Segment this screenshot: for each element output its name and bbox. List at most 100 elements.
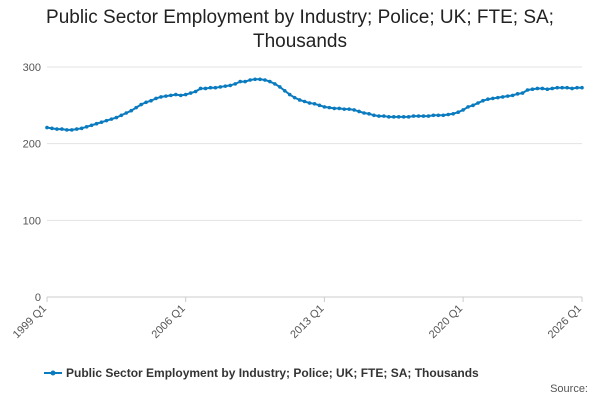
point [495, 95, 500, 100]
point [312, 102, 317, 106]
point [94, 121, 99, 126]
y-tick-label: 300 [23, 62, 41, 74]
point [520, 91, 525, 95]
point [84, 125, 89, 129]
point [164, 94, 168, 98]
point [565, 85, 569, 90]
legend-label: Public Sector Employment by Industry; Po… [66, 366, 479, 380]
point [535, 86, 540, 91]
point [238, 79, 242, 84]
point [481, 98, 485, 103]
point [213, 85, 218, 90]
legend-marker [50, 370, 56, 376]
point [203, 86, 208, 91]
point [243, 79, 247, 84]
x-tick-label: 1999 Q1 [11, 303, 49, 341]
point [372, 113, 376, 118]
point [114, 115, 119, 120]
x-tick-label: 2020 Q1 [427, 303, 465, 341]
point [134, 105, 138, 110]
point [515, 92, 520, 96]
point [322, 105, 327, 109]
point [99, 120, 104, 124]
point [471, 103, 475, 108]
point [337, 106, 342, 111]
point [466, 105, 470, 109]
x-tick-label: 2013 Q1 [288, 303, 326, 341]
point [391, 115, 396, 119]
point [60, 127, 64, 131]
point [79, 126, 84, 131]
point [377, 114, 381, 118]
point [258, 77, 262, 82]
point [45, 125, 49, 130]
point [421, 114, 426, 118]
point [218, 85, 223, 89]
point [387, 115, 391, 119]
source: Source: [550, 383, 588, 395]
point [525, 88, 530, 92]
point [74, 127, 79, 131]
point [357, 109, 361, 114]
point [55, 127, 59, 131]
point [233, 82, 238, 86]
point [367, 111, 371, 116]
point [139, 102, 143, 107]
point [223, 84, 228, 88]
point [352, 108, 356, 112]
point [198, 86, 203, 91]
point [228, 83, 233, 88]
point [278, 85, 282, 89]
point [362, 111, 366, 115]
point [104, 118, 109, 123]
x-tick-label: 2006 Q1 [149, 303, 187, 341]
point [178, 93, 183, 98]
point [530, 87, 535, 92]
point [416, 114, 421, 118]
y-tick-label: 0 [35, 292, 41, 304]
chart-title: Public Sector Employment by Industry; Po… [46, 7, 554, 52]
point [149, 98, 153, 103]
point [580, 85, 584, 90]
point [560, 85, 564, 90]
point [347, 107, 351, 111]
point [570, 86, 574, 91]
point [65, 128, 69, 132]
point [476, 101, 480, 105]
point [426, 114, 431, 118]
point [109, 117, 114, 121]
point [545, 87, 550, 92]
point [401, 115, 406, 119]
point [188, 91, 193, 95]
point [69, 128, 74, 132]
y-tick-label: 100 [23, 215, 41, 227]
point [486, 97, 490, 101]
point [500, 95, 505, 99]
point [248, 78, 252, 82]
point [446, 112, 451, 117]
point [406, 115, 411, 119]
y-tick-label: 200 [23, 139, 41, 151]
point [89, 123, 94, 128]
point [451, 111, 456, 116]
point [169, 93, 173, 98]
point [297, 98, 302, 102]
point [491, 96, 495, 101]
point [50, 126, 54, 131]
point [253, 77, 257, 82]
point [550, 86, 555, 91]
point [144, 100, 148, 105]
point [119, 113, 124, 118]
point [555, 85, 560, 90]
point [183, 92, 188, 97]
point [411, 114, 416, 118]
point [268, 79, 272, 84]
point [154, 96, 158, 101]
point [505, 94, 510, 98]
point [575, 85, 579, 90]
point [317, 103, 322, 108]
point [129, 108, 134, 113]
point [540, 86, 545, 91]
